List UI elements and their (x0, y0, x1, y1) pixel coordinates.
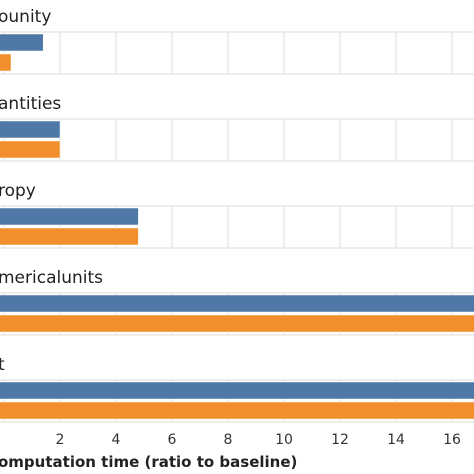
chart-panels: ounity antities ropy mericalunits t (0, 7, 474, 423)
bar-series-2 (0, 314, 474, 333)
x-tick-label: 16 (443, 432, 461, 448)
panel-title: mericalunits (0, 268, 103, 288)
panel-title: ropy (0, 181, 36, 201)
x-tick-label: 4 (112, 432, 121, 448)
bar-series-1 (0, 207, 139, 226)
x-tick-label: 8 (224, 432, 233, 448)
panel-title: antities (0, 94, 61, 114)
panel-frame (0, 118, 474, 162)
x-axis-title: omputation time (ratio to baseline) (0, 453, 297, 471)
bar-series-2 (0, 53, 12, 72)
x-tick-label: 2 (56, 432, 65, 448)
chart-panel: t (0, 355, 474, 423)
chart-panel: mericalunits (0, 268, 474, 336)
panel-frame (0, 205, 474, 249)
chart-panel: ounity (0, 7, 474, 75)
bar-series-2 (0, 227, 139, 246)
x-tick-label: 6 (168, 432, 177, 448)
panel-frame (0, 379, 474, 423)
chart-panel: antities (0, 94, 474, 162)
bar-series-2 (0, 140, 61, 159)
chart-panel: ropy (0, 181, 474, 249)
grid-lines (3, 32, 453, 422)
panel-title: t (0, 355, 5, 375)
panel-frame (0, 31, 474, 75)
bar-series-1 (0, 294, 474, 313)
x-tick-label: 14 (387, 432, 405, 448)
x-tick-label: 10 (275, 432, 293, 448)
x-axis: 2468101214161 (56, 432, 461, 448)
bar-series-1 (0, 120, 61, 139)
panel-title: ounity (0, 7, 51, 27)
x-tick-label: 12 (331, 432, 349, 448)
bar-series-1 (0, 381, 474, 400)
bar-series-2 (0, 401, 474, 420)
panel-frame (0, 292, 474, 336)
bar-series-1 (0, 33, 44, 52)
